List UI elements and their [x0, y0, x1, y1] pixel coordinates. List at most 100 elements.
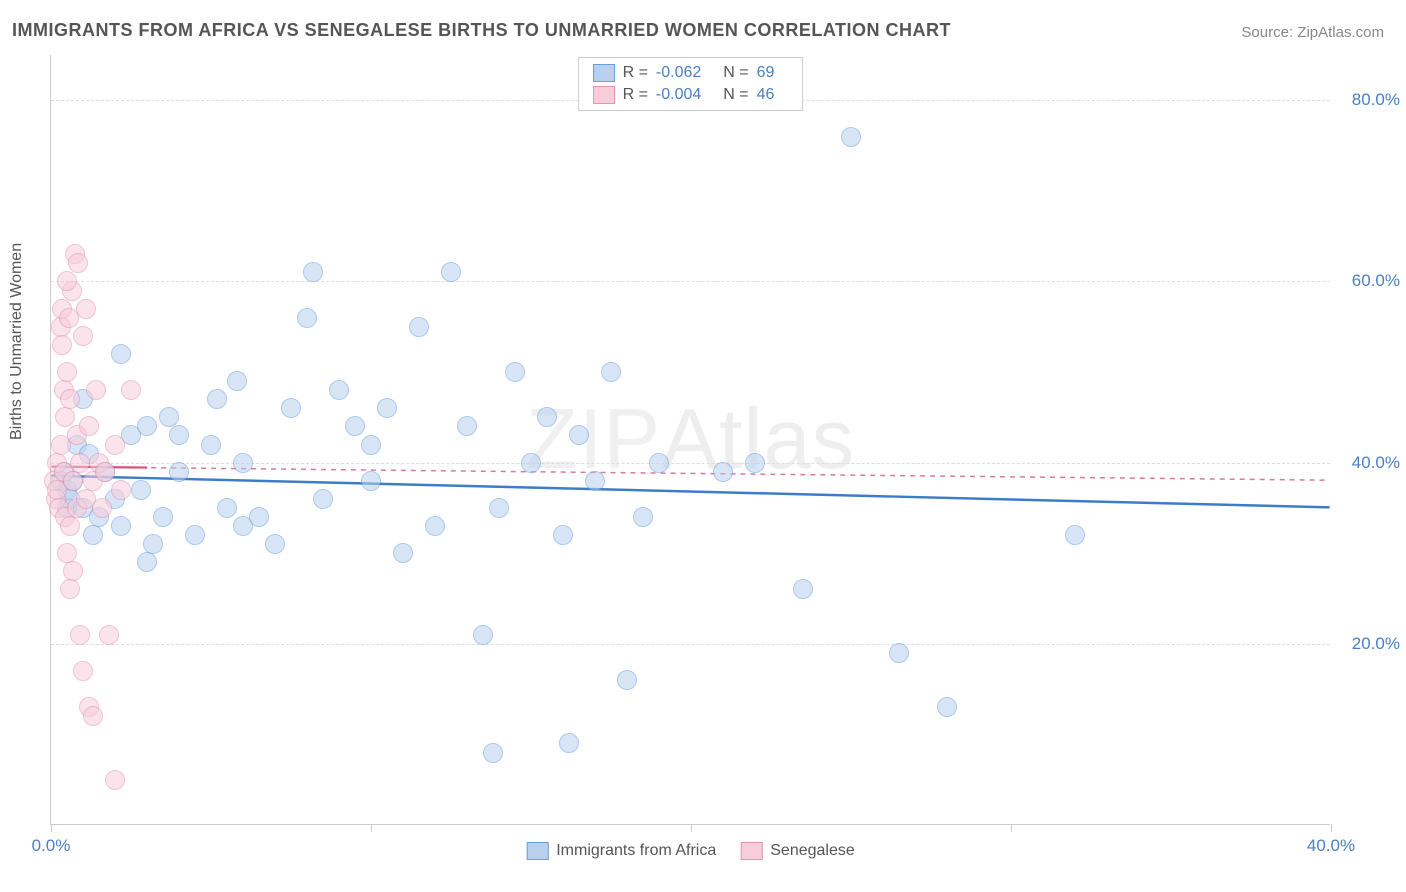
data-point-senegal	[60, 579, 80, 599]
data-point-africa	[313, 489, 333, 509]
data-point-africa	[1065, 525, 1085, 545]
data-point-senegal	[76, 299, 96, 319]
r-label: R =	[623, 64, 648, 82]
data-point-senegal	[57, 362, 77, 382]
data-point-africa	[489, 498, 509, 518]
data-point-africa	[409, 317, 429, 337]
data-point-africa	[393, 543, 413, 563]
data-point-africa	[361, 471, 381, 491]
gridline	[51, 644, 1330, 645]
data-point-africa	[425, 516, 445, 536]
data-point-senegal	[57, 543, 77, 563]
data-point-senegal	[63, 561, 83, 581]
data-point-africa	[217, 498, 237, 518]
x-tick-label: 0.0%	[32, 836, 71, 856]
data-point-africa	[441, 262, 461, 282]
data-point-africa	[303, 262, 323, 282]
y-tick-label: 40.0%	[1340, 453, 1400, 473]
data-point-africa	[537, 407, 557, 427]
data-point-africa	[111, 344, 131, 364]
r-label: R =	[623, 86, 648, 104]
data-point-africa	[559, 733, 579, 753]
x-tick-label: 40.0%	[1307, 836, 1355, 856]
source-attribution: Source: ZipAtlas.com	[1241, 24, 1384, 41]
data-point-africa	[207, 389, 227, 409]
data-point-africa	[329, 380, 349, 400]
chart-title: IMMIGRANTS FROM AFRICA VS SENEGALESE BIR…	[12, 20, 951, 41]
x-tick	[1331, 824, 1332, 832]
data-point-senegal	[60, 389, 80, 409]
y-tick-label: 60.0%	[1340, 271, 1400, 291]
data-point-senegal	[57, 271, 77, 291]
series-label: Senegalese	[770, 842, 855, 860]
data-point-africa	[137, 552, 157, 572]
data-point-africa	[169, 425, 189, 445]
series-legend: Immigrants from Africa Senegalese	[526, 842, 855, 860]
data-point-africa	[569, 425, 589, 445]
n-value: 69	[757, 64, 775, 82]
data-point-africa	[185, 525, 205, 545]
series-legend-item-senegal: Senegalese	[740, 842, 855, 860]
series-legend-item-africa: Immigrants from Africa	[526, 842, 716, 860]
data-point-africa	[153, 507, 173, 527]
source-label: Source:	[1241, 24, 1297, 41]
x-tick	[691, 824, 692, 832]
correlation-legend-row-senegal: R = -0.004N = 46	[593, 84, 789, 106]
gridline	[51, 281, 1330, 282]
data-point-senegal	[73, 326, 93, 346]
data-point-africa	[265, 534, 285, 554]
data-point-africa	[505, 362, 525, 382]
data-point-africa	[361, 435, 381, 455]
legend-swatch-senegal	[593, 86, 615, 104]
n-label: N =	[723, 86, 748, 104]
data-point-africa	[233, 453, 253, 473]
data-point-africa	[601, 362, 621, 382]
data-point-africa	[159, 407, 179, 427]
legend-swatch-senegal	[740, 842, 762, 860]
data-point-africa	[457, 416, 477, 436]
correlation-legend-row-africa: R = -0.062 N = 69	[593, 62, 789, 84]
data-point-africa	[889, 643, 909, 663]
data-point-africa	[201, 435, 221, 455]
data-point-senegal	[63, 471, 83, 491]
y-tick-label: 80.0%	[1340, 90, 1400, 110]
data-point-africa	[649, 453, 669, 473]
watermark-light: Atlas	[661, 392, 855, 487]
legend-swatch-africa	[593, 64, 615, 82]
data-point-africa	[169, 462, 189, 482]
data-point-africa	[111, 516, 131, 536]
data-point-senegal	[55, 407, 75, 427]
n-label: N =	[723, 64, 748, 82]
y-axis-label: Births to Unmarried Women	[8, 243, 26, 440]
r-value: -0.062	[656, 64, 701, 82]
x-tick	[371, 824, 372, 832]
data-point-senegal	[70, 625, 90, 645]
data-point-senegal	[105, 770, 125, 790]
data-point-senegal	[111, 480, 131, 500]
data-point-africa	[745, 453, 765, 473]
data-point-senegal	[52, 335, 72, 355]
trend-line-africa	[51, 476, 1329, 508]
data-point-senegal	[105, 435, 125, 455]
data-point-senegal	[86, 380, 106, 400]
chart-plot-area: ZIPAtlas 20.0%40.0%60.0%80.0% 0.0%40.0% …	[50, 55, 1330, 825]
x-tick	[51, 824, 52, 832]
data-point-senegal	[79, 416, 99, 436]
r-value: -0.004	[656, 86, 701, 104]
data-point-africa	[793, 579, 813, 599]
data-point-africa	[297, 308, 317, 328]
data-point-africa	[137, 416, 157, 436]
data-point-senegal	[121, 380, 141, 400]
legend-swatch-africa	[526, 842, 548, 860]
data-point-africa	[249, 507, 269, 527]
data-point-africa	[633, 507, 653, 527]
data-point-senegal	[70, 453, 90, 473]
data-point-africa	[553, 525, 573, 545]
data-point-africa	[143, 534, 163, 554]
data-point-africa	[841, 127, 861, 147]
correlation-legend: R = -0.062N = 69R = -0.004N = 46	[578, 57, 804, 111]
data-point-senegal	[60, 516, 80, 536]
data-point-africa	[585, 471, 605, 491]
data-point-africa	[281, 398, 301, 418]
data-point-africa	[131, 480, 151, 500]
